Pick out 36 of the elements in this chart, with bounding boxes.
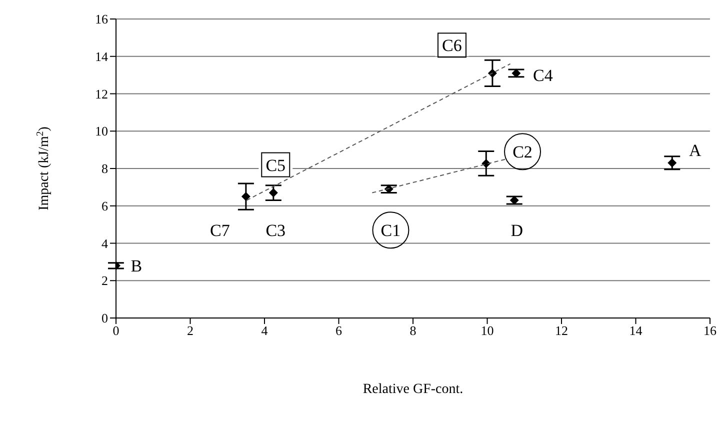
- point: [482, 158, 491, 168]
- x-tick-label: 12: [555, 323, 568, 338]
- y-tick-label: 16: [95, 12, 108, 27]
- annotation: D: [510, 221, 524, 240]
- y-tick-label: 12: [95, 86, 108, 102]
- x-tick-label: 16: [704, 323, 717, 338]
- point: [510, 196, 519, 205]
- point: [488, 68, 497, 78]
- point: [668, 158, 677, 168]
- y-tick-label: 14: [95, 48, 108, 64]
- annotation: C7: [210, 221, 230, 240]
- annotation: C4: [533, 66, 554, 86]
- x-tick-label: 10: [480, 323, 494, 338]
- point: [268, 188, 278, 198]
- point: [512, 68, 521, 78]
- y-tick-label: 4: [102, 236, 108, 251]
- x-tick-label: 2: [187, 323, 194, 338]
- annotation: B: [130, 256, 142, 276]
- y-tick-label: 6: [102, 198, 108, 214]
- point: [241, 192, 250, 202]
- annotation: C5: [266, 156, 286, 175]
- y-tick-label: 8: [102, 161, 108, 176]
- y-tick-label: 2: [102, 273, 108, 288]
- y-tick-label: 0: [102, 310, 108, 326]
- y-tick-label: 10: [95, 124, 108, 139]
- x-axis-title: Relative GF-cont.: [362, 382, 464, 397]
- annotation: A: [689, 140, 702, 160]
- annotation: C6: [442, 36, 462, 56]
- x-tick-label: 0: [112, 323, 120, 338]
- annotation: C3: [266, 221, 286, 240]
- x-tick-label: 8: [410, 323, 416, 338]
- x-tick-label: 14: [629, 323, 643, 338]
- x-tick-label: 6: [336, 323, 342, 338]
- annotation: C1: [380, 221, 401, 240]
- x-tick-label: 4: [261, 323, 268, 338]
- annotation: C2: [512, 142, 532, 162]
